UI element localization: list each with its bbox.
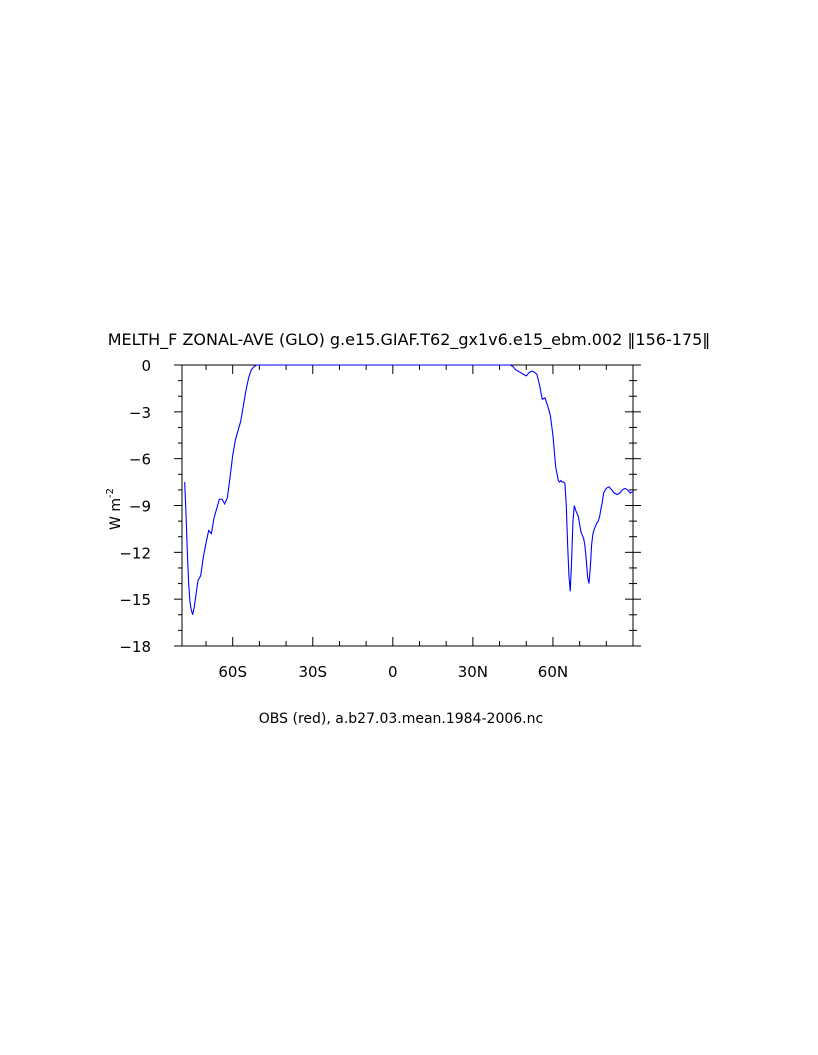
y-tick-label: −18 — [119, 638, 151, 656]
y-tick-label: −6 — [129, 451, 151, 469]
x-tick-label: 60N — [538, 663, 568, 681]
y-tick-label: −15 — [119, 591, 151, 609]
y-tick-label: −12 — [119, 544, 151, 562]
y-tick-label: −3 — [129, 404, 151, 422]
y-axis-label-text: W m — [108, 498, 124, 530]
y-axis-ticks — [174, 364, 641, 647]
x-axis-ticks — [205, 365, 634, 646]
chart-subtitle: OBS (red), a.b27.03.mean.1984-2006.nc — [259, 711, 543, 727]
x-tick-label: 30S — [298, 663, 327, 681]
series-line — [184, 364, 634, 615]
svg-text:W m-2: W m-2 — [105, 488, 124, 530]
y-axis-tick-labels: 0 −3 −6 −9 −12 −15 −18 — [119, 357, 151, 656]
x-axis-tick-labels: 60S 30S 0 30N 60N — [218, 663, 568, 681]
x-tick-label: 0 — [388, 663, 398, 681]
x-tick-label: 60S — [218, 663, 247, 681]
plot-frame — [181, 364, 634, 647]
y-axis-label: W m-2 — [105, 488, 124, 530]
y-tick-label: −9 — [129, 498, 151, 516]
y-axis-label-superscript: -2 — [105, 488, 116, 498]
x-tick-label: 30N — [458, 663, 488, 681]
chart-title: MELTH_F ZONAL-AVE (GLO) g.e15.GIAF.T62_g… — [108, 330, 711, 350]
y-tick-label: 0 — [141, 357, 151, 375]
